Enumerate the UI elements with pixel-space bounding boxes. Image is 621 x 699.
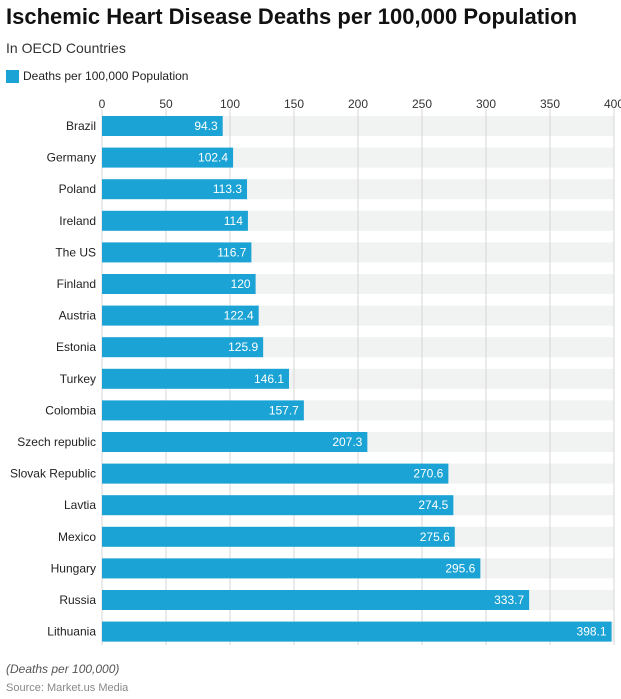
legend-swatch [6, 69, 19, 83]
value-label: 113.3 [213, 182, 242, 196]
bar [102, 558, 481, 579]
category-label: Hungary [51, 561, 96, 575]
value-label: 114 [224, 214, 243, 228]
x-tick-label: 200 [348, 97, 368, 111]
bar [102, 179, 248, 200]
footnote: (Deaths per 100,000) [6, 662, 120, 676]
chart-title: Ischemic Heart Disease Deaths per 100,00… [6, 4, 578, 29]
x-tick-label: 150 [284, 97, 304, 111]
x-tick-label: 100 [220, 97, 240, 111]
bar [102, 242, 252, 263]
bar [102, 305, 259, 326]
category-label: Estonia [56, 340, 96, 354]
x-tick-label: 250 [412, 97, 432, 111]
bar [102, 210, 248, 231]
bar [102, 463, 449, 484]
bar [102, 116, 223, 136]
category-label: Germany [47, 151, 96, 165]
bar [102, 495, 454, 516]
value-label: 157.7 [269, 403, 299, 417]
bar [102, 621, 612, 642]
bar [102, 368, 290, 389]
bar [102, 432, 368, 452]
category-label: Poland [59, 182, 96, 196]
category-label: Slovak Republic [10, 467, 96, 481]
category-label: Finland [57, 277, 96, 291]
value-label: 295.6 [445, 561, 475, 575]
bar [102, 147, 234, 168]
x-tick-label: 400 [604, 97, 621, 111]
category-label: Lithuania [47, 625, 96, 639]
category-label: Turkey [60, 372, 96, 386]
category-label: Lavtia [64, 498, 96, 512]
chart-subtitle: In OECD Countries [6, 40, 126, 56]
value-label: 122.4 [224, 309, 254, 323]
category-label: Szech republic [17, 435, 96, 449]
bar [102, 590, 530, 610]
legend-label: Deaths per 100,000 Population [23, 69, 189, 83]
category-label: Russia [59, 593, 96, 607]
value-label: 125.9 [228, 340, 258, 354]
category-label: The US [55, 245, 96, 259]
bar [102, 526, 455, 547]
x-tick-label: 350 [540, 97, 560, 111]
value-label: 333.7 [494, 593, 524, 607]
x-tick-label: 50 [159, 97, 173, 111]
value-label: 398.1 [577, 625, 607, 639]
bar [102, 337, 264, 358]
category-label: Brazil [66, 119, 96, 133]
category-label: Ireland [59, 214, 96, 228]
value-label: 102.4 [198, 151, 228, 165]
value-label: 146.1 [254, 372, 284, 386]
value-label: 120 [231, 277, 251, 291]
value-label: 275.6 [420, 530, 450, 544]
legend: Deaths per 100,000 Population [6, 69, 188, 83]
category-label: Colombia [45, 403, 96, 417]
value-label: 207.3 [332, 435, 362, 449]
bar [102, 274, 256, 294]
value-label: 116.7 [217, 245, 246, 259]
category-label: Mexico [58, 530, 96, 544]
value-label: 94.3 [194, 119, 218, 133]
category-label: Austria [59, 309, 97, 323]
source-credit: Source: Market.us Media [6, 682, 129, 694]
x-tick-label: 300 [476, 97, 496, 111]
x-tick-label: 0 [99, 97, 106, 111]
value-label: 274.5 [418, 498, 448, 512]
value-label: 270.6 [413, 467, 443, 481]
bar [102, 400, 304, 421]
